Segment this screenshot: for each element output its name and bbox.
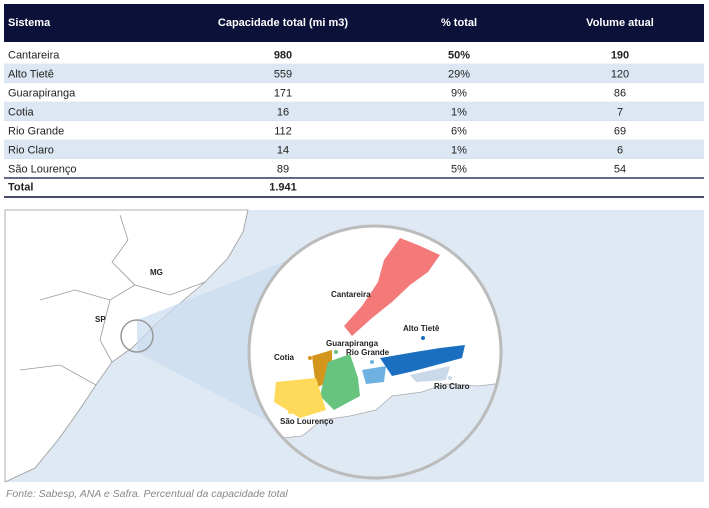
dot [334, 350, 338, 354]
table-cell: Rio Claro [8, 144, 54, 156]
table-cell: Cotia [8, 106, 35, 118]
table-cell: 190 [611, 49, 629, 61]
column-header: % total [441, 17, 477, 29]
table-cell: 7 [617, 106, 623, 118]
dot [370, 360, 374, 364]
table-cell: São Lourenço [8, 163, 77, 175]
map: MG SP Cantareira Alto Tietê Guarapiranga… [4, 209, 704, 483]
region-rio-grande [362, 366, 386, 384]
state-border [111, 214, 206, 296]
map-label: MG [150, 268, 163, 277]
state-border [19, 364, 97, 386]
table-row [4, 140, 704, 159]
zoom-border [247, 224, 503, 480]
table-row [4, 121, 704, 140]
table-row [4, 45, 704, 64]
zoom-source [120, 319, 154, 353]
map-label: Rio Grande [346, 348, 390, 357]
table-cell: 6 [617, 144, 623, 156]
region-rio-claro [410, 366, 450, 382]
column-header: Capacidade total (mi m3) [218, 17, 349, 29]
table-body: Sistema Capacidade total (mi m3) % total Vo… [4, 17, 704, 198]
source-note: Fonte: Sabesp, ANA e Safra. Percentual d… [6, 488, 288, 500]
total-cell: 1.941 [269, 181, 297, 193]
column-header: Volume atual [586, 17, 654, 29]
table-cell: 9% [451, 87, 467, 99]
table-cell: 1% [451, 144, 467, 156]
dot [448, 376, 452, 380]
dot [308, 356, 312, 360]
table-cell: 16 [277, 106, 289, 118]
table-row [4, 102, 704, 121]
table-cell: Alto Tietê [8, 68, 54, 80]
table-cell: 559 [274, 68, 292, 80]
map-label: Alto Tietê [403, 324, 440, 333]
table-cell: 89 [277, 163, 289, 175]
dot [288, 410, 292, 414]
map-label: SP [95, 315, 106, 324]
table-row [4, 159, 704, 178]
map-label: Cotia [274, 353, 295, 362]
land [4, 209, 249, 483]
map-label: Guarapiranga [326, 339, 379, 348]
total-cell: Total [8, 181, 33, 193]
dot [376, 293, 380, 297]
table-cell: 14 [277, 144, 289, 156]
map-label: Cantareira [331, 290, 371, 299]
column-header: Sistema [8, 17, 51, 29]
state-border [99, 299, 113, 363]
table-cell: 29% [448, 68, 470, 80]
table-cell: 6% [451, 125, 467, 137]
table-cell: Cantareira [8, 49, 60, 61]
table-cell: 50% [448, 49, 470, 61]
table-cell: 5% [451, 163, 467, 175]
region-alto-tiete [380, 345, 465, 376]
table-row [4, 83, 704, 102]
region-guarapiranga [320, 354, 360, 410]
table-cell: 112 [274, 125, 292, 137]
region-sao-lourenco [274, 378, 326, 418]
table-cell: 86 [614, 87, 626, 99]
map-label: São Lourenço [280, 417, 333, 426]
table-cell: 171 [274, 87, 292, 99]
table-cell: 1% [451, 106, 467, 118]
table-cell: Guarapiranga [8, 87, 76, 99]
region-cantareira [344, 238, 440, 336]
map-label: Rio Claro [434, 382, 470, 391]
table-cell: 120 [611, 68, 629, 80]
table-header [4, 4, 704, 42]
table-cell: 69 [614, 125, 626, 137]
table-cell: 54 [614, 163, 626, 175]
table-row [4, 64, 704, 83]
dot [421, 336, 425, 340]
table-cell: 980 [274, 49, 292, 61]
state-border [39, 284, 136, 301]
table-cell: Rio Grande [8, 125, 64, 137]
